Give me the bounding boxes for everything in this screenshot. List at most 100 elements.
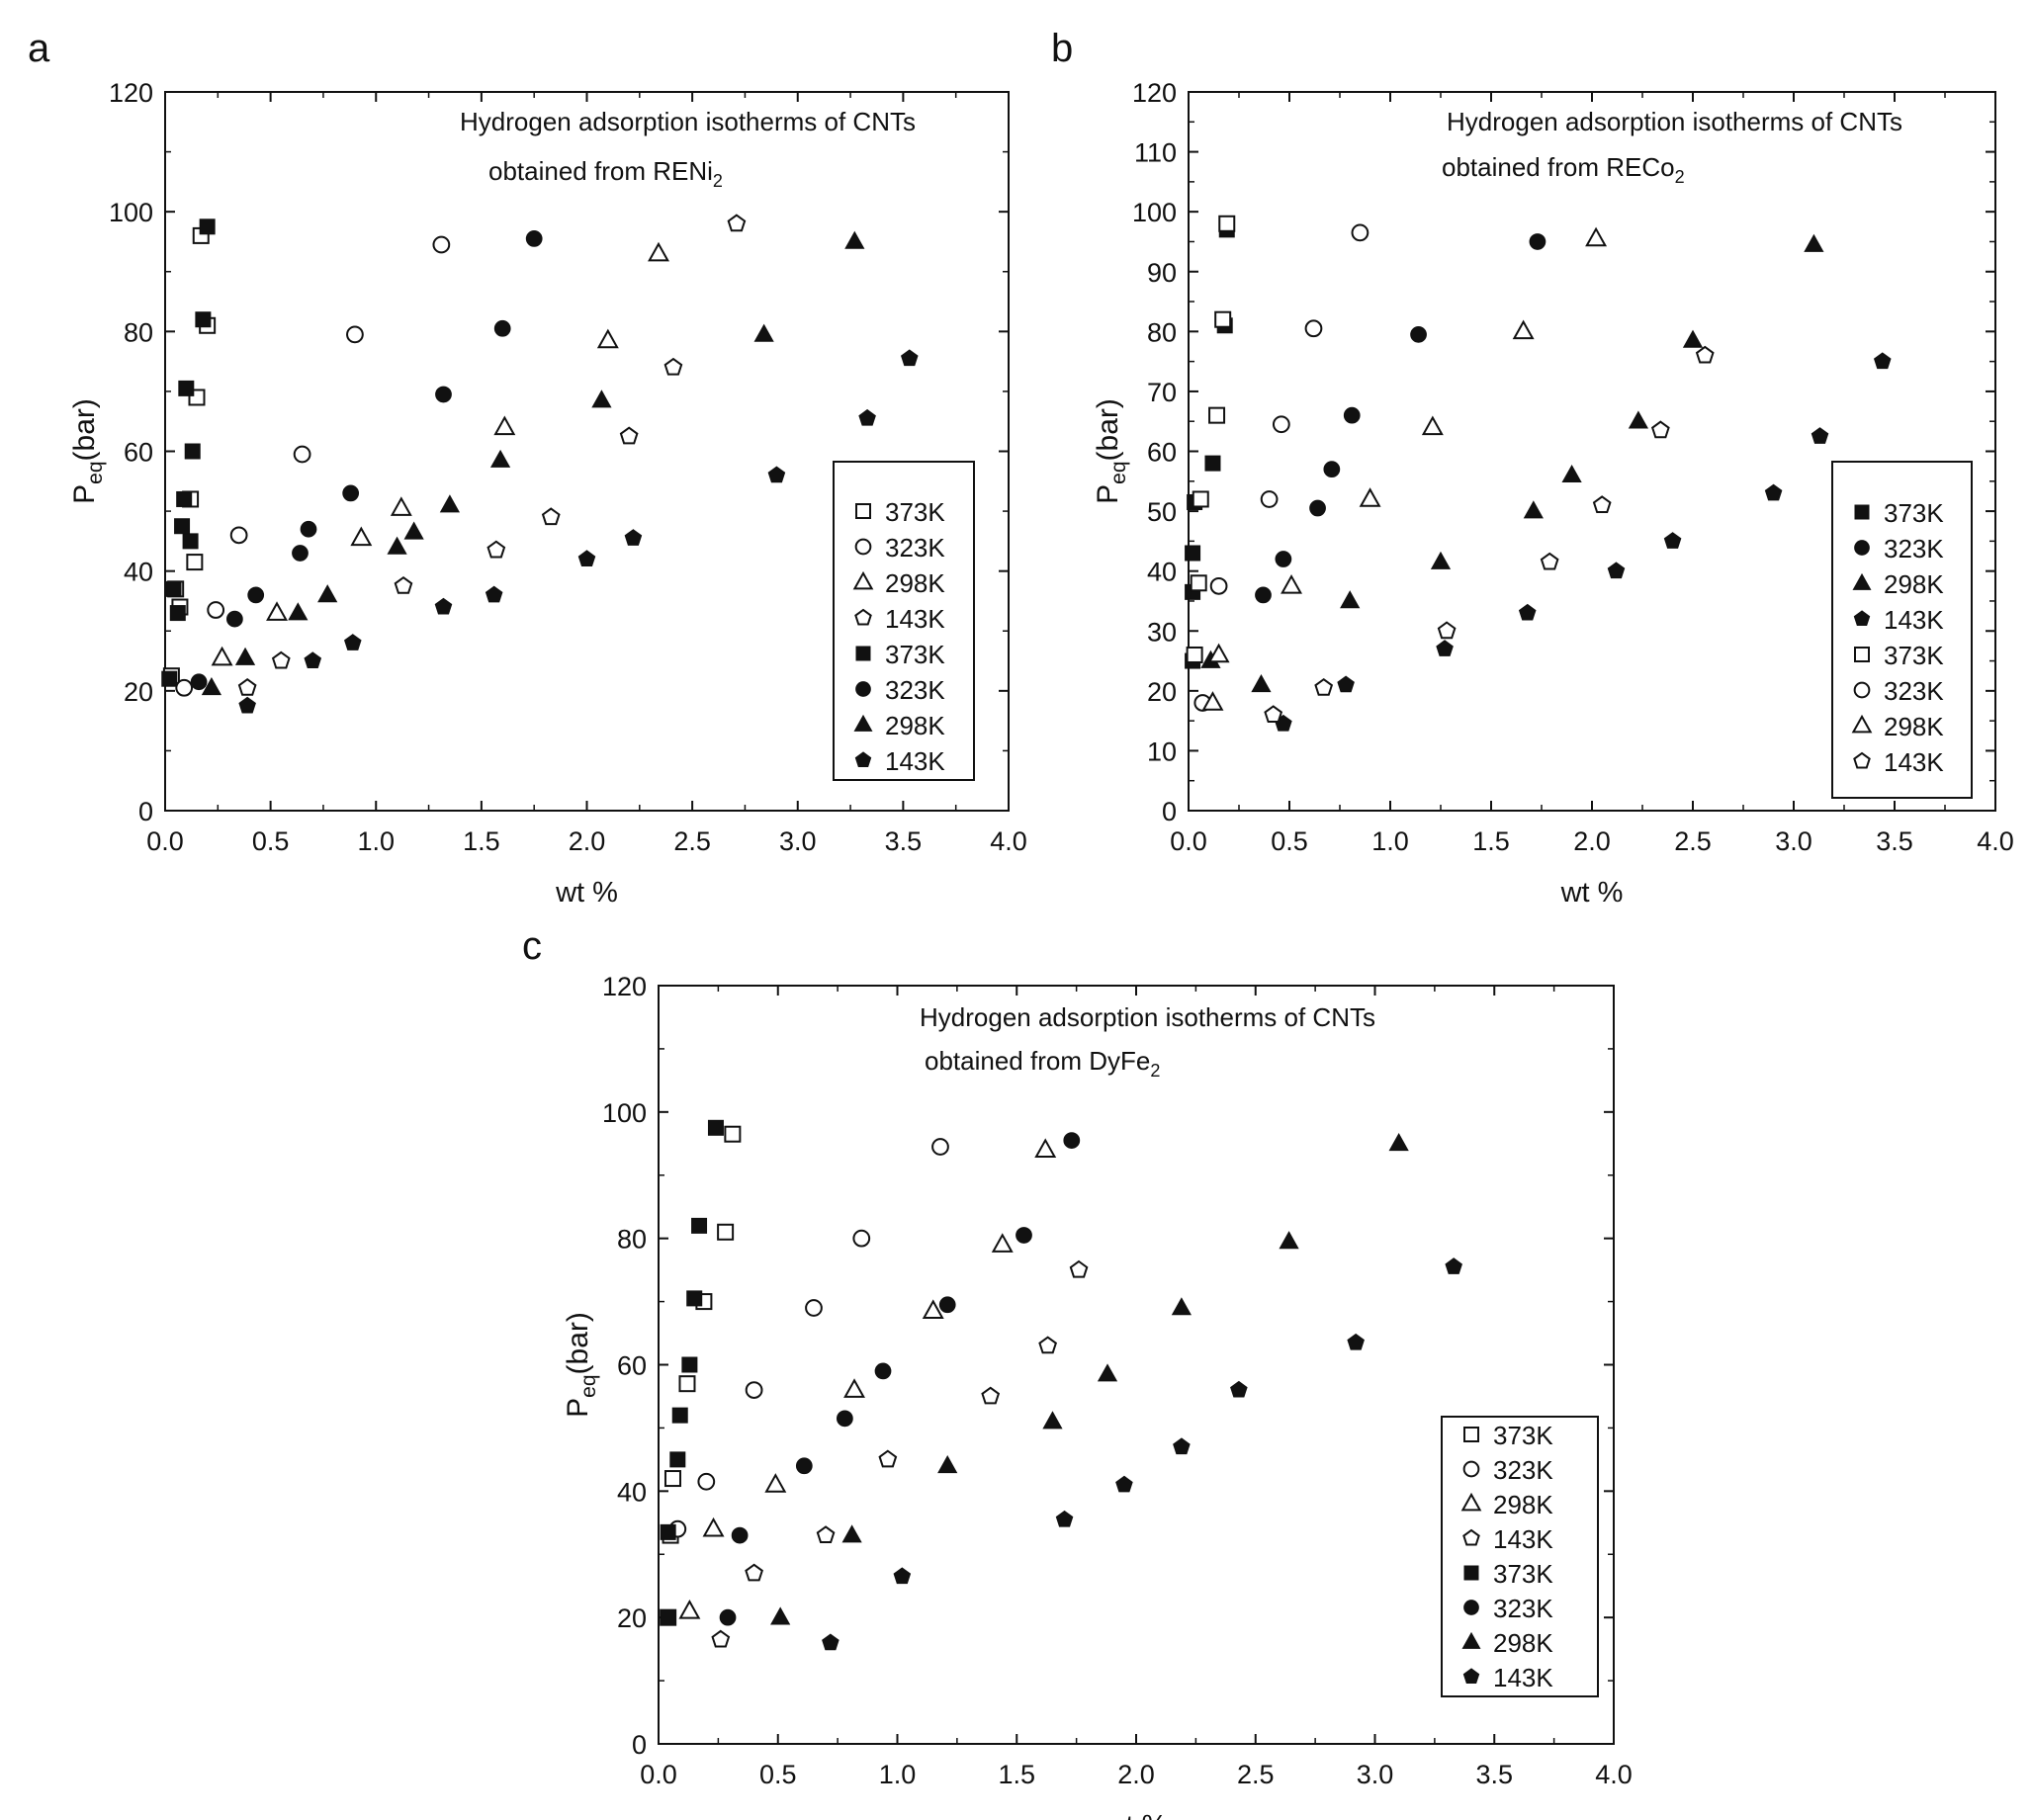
- data-point: [764, 1473, 787, 1493]
- x-tick-label: 0.5: [759, 1760, 797, 1789]
- x-axis-label: wt %: [555, 877, 618, 909]
- data-point: [1063, 1132, 1081, 1149]
- data-point: [1275, 551, 1292, 567]
- legend-label: 323K: [1884, 676, 1944, 706]
- data-point: [660, 1523, 676, 1540]
- data-point: [1663, 532, 1682, 549]
- data-point: [844, 230, 865, 249]
- data-point: [577, 550, 596, 567]
- legend-marker: [855, 681, 871, 697]
- data-point: [1097, 1363, 1118, 1382]
- data-point: [1337, 675, 1355, 693]
- data-point: [387, 536, 407, 555]
- data-point: [1309, 499, 1326, 517]
- y-axis-label-unit: (bar): [68, 398, 101, 461]
- y-tick-label: 40: [617, 1477, 647, 1507]
- data-point: [678, 1375, 696, 1393]
- legend-marker: [1462, 1528, 1480, 1546]
- data-point: [795, 1457, 813, 1475]
- data-point: [1628, 410, 1649, 429]
- legend-label: 323K: [1884, 534, 1944, 563]
- data-point: [727, 214, 747, 232]
- data-point: [770, 1606, 791, 1625]
- annotation-subtitle-text: obtained from RECo: [1442, 152, 1675, 182]
- data-point: [175, 678, 194, 697]
- series-143K-filled: [1275, 352, 1892, 732]
- legend-marker: [1460, 1492, 1482, 1512]
- annotation-subtitle-text: obtained from RENi: [488, 156, 713, 186]
- data-point: [858, 408, 876, 426]
- legend-label: 323K: [1493, 1594, 1553, 1623]
- x-tick-label: 0.0: [1170, 826, 1207, 856]
- data-point: [1055, 1510, 1074, 1527]
- data-point: [493, 319, 511, 337]
- data-point: [822, 1633, 839, 1651]
- data-point: [1347, 1333, 1365, 1350]
- legend-label: 143K: [885, 746, 945, 776]
- data-point: [1042, 1411, 1063, 1430]
- legend-label: 143K: [885, 604, 945, 634]
- data-point: [702, 1517, 725, 1537]
- data-point: [648, 241, 669, 262]
- data-point: [1445, 1257, 1462, 1274]
- x-tick-label: 2.5: [1237, 1760, 1275, 1789]
- y-tick-label: 60: [124, 438, 153, 468]
- y-axis-label: Peq(bar): [562, 1312, 600, 1418]
- x-tick-label: 0.0: [640, 1760, 677, 1789]
- data-point: [1038, 1336, 1058, 1354]
- data-point: [686, 1290, 703, 1307]
- legend-marker: [853, 714, 873, 732]
- y-tick-label: 120: [1132, 78, 1177, 108]
- x-axis-label: wt %: [1560, 877, 1624, 909]
- y-tick-label: 0: [632, 1730, 647, 1760]
- data-point: [1034, 1138, 1057, 1159]
- data-point: [1192, 490, 1209, 508]
- y-axis-label-unit: (bar): [1092, 398, 1124, 461]
- x-tick-label: 1.5: [463, 826, 500, 856]
- series-143K-open: [1264, 345, 1715, 724]
- data-point: [663, 1470, 681, 1488]
- data-point: [697, 1472, 716, 1491]
- data-point: [403, 521, 424, 540]
- series-298K-open: [211, 241, 669, 666]
- data-point: [288, 602, 309, 621]
- data-point: [753, 323, 774, 342]
- data-point: [176, 490, 193, 507]
- data-point: [1251, 674, 1272, 693]
- legend-marker: [1854, 504, 1870, 520]
- legend-marker: [852, 570, 874, 590]
- panel-letter: b: [1051, 27, 1073, 70]
- data-point: [1540, 552, 1559, 570]
- y-tick-label: 60: [617, 1351, 647, 1381]
- data-point: [624, 529, 643, 546]
- annotation-subtitle: obtained from DyFe2: [925, 1046, 1160, 1081]
- legend: 373K 323K 298K 143K 373K 323K 298K 143K: [1441, 1416, 1599, 1697]
- x-tick-label: 3.5: [885, 826, 923, 856]
- data-point: [991, 1233, 1014, 1253]
- data-point: [439, 494, 461, 513]
- data-point: [678, 1599, 701, 1619]
- data-point: [489, 449, 511, 468]
- x-tick-label: 2.5: [673, 826, 711, 856]
- x-tick-label: 4.0: [1977, 826, 2014, 856]
- data-point: [161, 670, 178, 687]
- data-point: [1173, 1437, 1191, 1455]
- y-tick-label: 10: [1147, 737, 1177, 766]
- data-point: [591, 390, 612, 408]
- data-point: [300, 520, 317, 538]
- y-tick-label: 80: [124, 317, 153, 347]
- legend-label: 323K: [885, 533, 945, 563]
- data-point: [1279, 1231, 1299, 1250]
- data-point: [805, 1299, 823, 1317]
- series-298K-open: [1201, 226, 1608, 711]
- legend-label: 298K: [885, 711, 945, 740]
- data-point: [1421, 415, 1444, 436]
- data-point: [724, 1125, 742, 1143]
- data-point: [390, 496, 412, 516]
- data-point: [1264, 705, 1283, 724]
- data-point: [350, 526, 373, 547]
- data-point: [541, 507, 561, 526]
- annotation-subtitle-text: obtained from DyFe: [925, 1046, 1150, 1076]
- data-point: [900, 349, 919, 367]
